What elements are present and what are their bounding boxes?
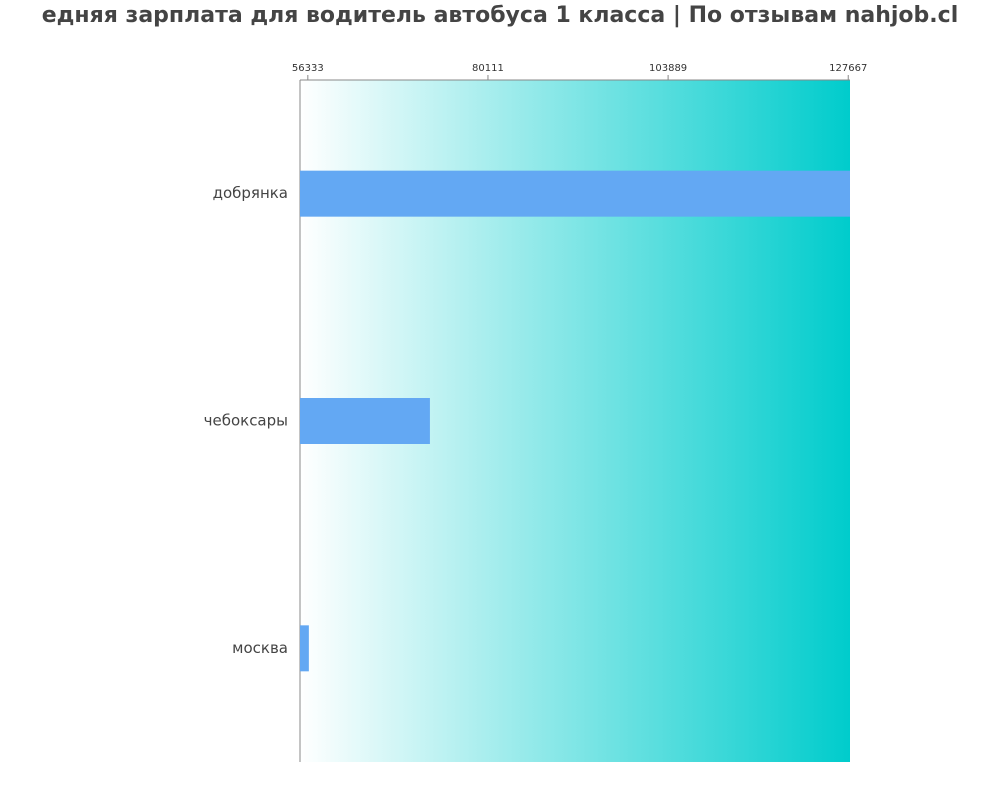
y-tick-label: москва [232,639,288,657]
x-tick-label: 80111 [472,63,504,74]
bar [300,170,850,217]
x-tick-label: 103889 [649,63,687,74]
x-tick-label: 56333 [292,63,324,74]
y-tick-label: чебоксары [204,412,288,430]
y-tick-label: добрянка [213,184,288,202]
chart-title: едняя зарплата для водитель автобуса 1 к… [42,3,959,28]
bar [300,625,309,672]
x-tick-label: 127667 [829,63,867,74]
bar [300,398,430,444]
